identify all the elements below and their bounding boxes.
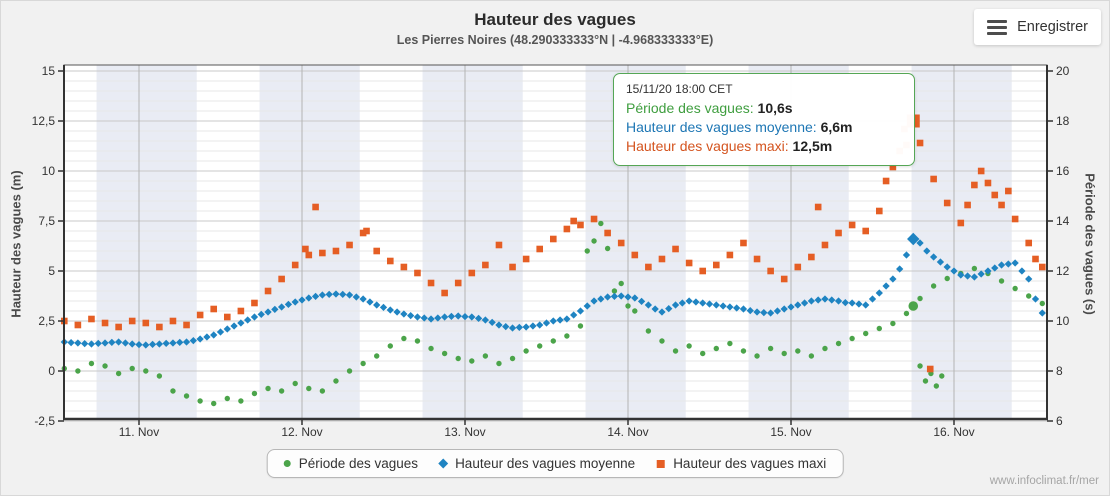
tooltip-timestamp: 15/11/20 18:00 CET	[626, 82, 733, 96]
hamburger-menu-icon	[987, 19, 1008, 35]
svg-text:15. Nov: 15. Nov	[770, 425, 811, 439]
svg-text:16. Nov: 16. Nov	[933, 425, 974, 439]
svg-text:12: 12	[1056, 264, 1070, 278]
right-axis-ticks: 20 18 16 14 12 10 8 6	[1047, 64, 1070, 428]
svg-text:14: 14	[1056, 214, 1070, 228]
legend-label-mean-height: Hauteur des vagues moyenne	[455, 456, 636, 471]
legend-label-period: Période des vagues	[298, 456, 419, 471]
legend-item-mean-height[interactable]: Hauteur des vagues moyenne	[438, 456, 636, 471]
svg-text:-2,5: -2,5	[34, 414, 55, 428]
svg-text:15: 15	[42, 64, 56, 78]
legend-label-max-height: Hauteur des vagues maxi	[673, 456, 827, 471]
tooltip-row-mean-height: Hauteur des vagues moyenne: 6,6m	[626, 119, 853, 135]
export-button-label: Enregistrer	[1017, 19, 1088, 35]
tooltip-row-max-height: Hauteur des vagues maxi: 12,5m	[626, 138, 833, 154]
svg-text:14. Nov: 14. Nov	[607, 425, 648, 439]
series-square	[60, 125, 1046, 373]
legend-item-period[interactable]: Période des vagues	[283, 456, 419, 471]
svg-text:2,5: 2,5	[38, 314, 55, 328]
svg-text:6: 6	[1056, 414, 1063, 428]
watermark: www.infoclimat.fr/mer	[989, 475, 1099, 487]
svg-text:7,5: 7,5	[38, 214, 55, 228]
svg-text:13. Nov: 13. Nov	[444, 425, 485, 439]
svg-text:11. Nov: 11. Nov	[119, 425, 159, 439]
svg-text:0: 0	[48, 364, 55, 378]
green-dot-icon	[283, 460, 291, 467]
left-axis-ticks: 15 12,5 10 7,5 5 2,5 0 -2,5	[32, 64, 64, 428]
hovered-point-circle	[908, 301, 919, 311]
svg-text:20: 20	[1056, 64, 1070, 78]
page-subtitle: Les Pierres Noires (48.290333333°N | -4.…	[396, 33, 714, 47]
series-circle	[61, 220, 1045, 407]
svg-text:16: 16	[1056, 164, 1070, 178]
chart-legend: Période des vagues Hauteur des vagues mo…	[266, 449, 844, 478]
orange-square-icon	[657, 459, 666, 468]
svg-text:5: 5	[48, 264, 55, 278]
svg-text:12,5: 12,5	[32, 114, 56, 128]
series-diamond	[60, 235, 1046, 349]
page-title: Hauteur des vagues	[474, 10, 636, 29]
chart-tooltip: 15/11/20 18:00 CET Période des vagues: 1…	[613, 73, 915, 166]
svg-text:10: 10	[42, 164, 56, 178]
right-axis-title: Période des vagues (s)	[1082, 173, 1098, 315]
blue-diamond-icon	[438, 458, 449, 469]
axes	[63, 64, 1048, 421]
tooltip-row-period: Période des vagues: 10,6s	[626, 100, 793, 116]
x-axis-ticks: 11. Nov 12. Nov 13. Nov 14. Nov 15. Nov 16. N…	[119, 419, 975, 439]
svg-text:10: 10	[1056, 314, 1070, 328]
legend-item-max-height[interactable]: Hauteur des vagues maxi	[657, 456, 826, 471]
svg-text:12. Nov: 12. Nov	[281, 425, 322, 439]
svg-text:8: 8	[1056, 364, 1063, 378]
hovered-point-diamond	[907, 232, 920, 246]
export-menu-button[interactable]: Enregistrer	[974, 9, 1101, 45]
svg-text:18: 18	[1056, 114, 1070, 128]
left-axis-title: Hauteur des vagues (m)	[8, 170, 24, 318]
